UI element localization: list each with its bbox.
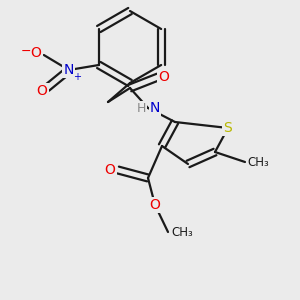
Text: O: O [30, 46, 41, 60]
Text: O: O [105, 163, 116, 177]
Text: N: N [64, 63, 74, 77]
Text: +: + [73, 72, 81, 82]
Text: CH₃: CH₃ [247, 155, 269, 169]
Text: O: O [150, 198, 160, 212]
Text: S: S [224, 121, 232, 135]
Text: N: N [150, 101, 160, 115]
Text: −: − [21, 44, 31, 58]
Text: O: O [36, 84, 47, 98]
Text: O: O [159, 70, 170, 84]
Text: H: H [136, 101, 146, 115]
Text: CH₃: CH₃ [171, 226, 193, 238]
